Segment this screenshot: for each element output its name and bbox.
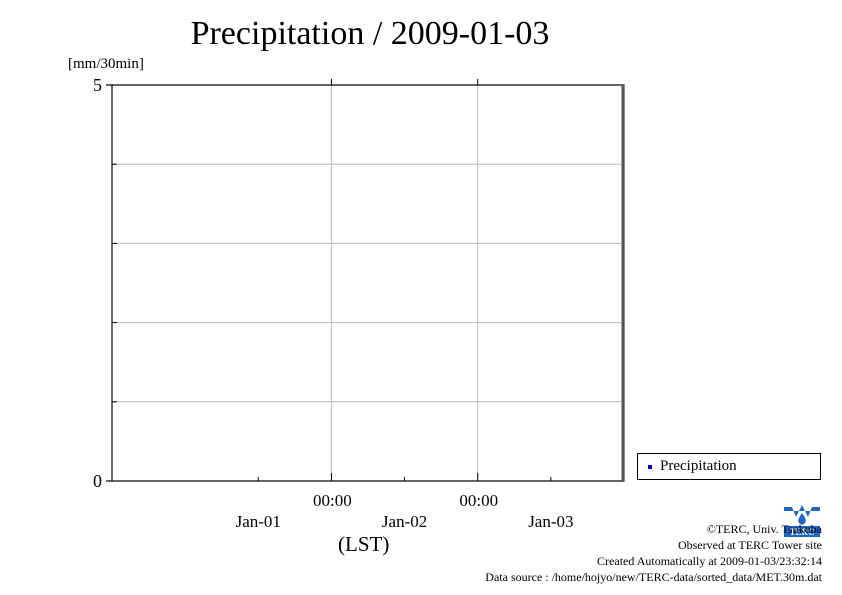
x-date-label: Jan-03 xyxy=(528,512,573,531)
copyright-text: ©TERC, Univ. Tsukuba xyxy=(706,522,822,536)
y-tick-label: 0 xyxy=(93,471,102,491)
legend-label-precipitation: Precipitation xyxy=(660,458,737,474)
plot-area xyxy=(112,85,624,481)
credits-block: ©TERC, Univ. Tsukuba Observed at TERC To… xyxy=(485,521,822,585)
created-text: Created Automatically at 2009-01-03/23:3… xyxy=(597,554,822,568)
terc-logo: TERC xyxy=(782,503,822,539)
y-tick-label: 5 xyxy=(93,75,102,95)
grid-lines xyxy=(112,85,624,481)
x-axis-unit: (LST) xyxy=(338,532,390,556)
y-axis-unit: [mm/30min] xyxy=(68,56,144,72)
logo-text: TERC xyxy=(789,527,814,537)
legend: Precipitation xyxy=(637,453,821,480)
x-axis: 00:00 00:00 Jan-01 Jan-02 Jan-03 xyxy=(236,79,574,531)
x-date-label: Jan-01 xyxy=(236,512,281,531)
y-axis: 05 xyxy=(93,75,117,491)
observed-text: Observed at TERC Tower site xyxy=(677,538,822,552)
legend-swatch-precipitation xyxy=(648,464,652,469)
source-text: Data source : /home/hojyo/new/TERC-data/… xyxy=(485,570,822,584)
chart-title: Precipitation / 2009-01-03 xyxy=(190,15,550,52)
x-time-tick-label: 00:00 xyxy=(313,491,352,510)
x-time-tick-label: 00:00 xyxy=(459,491,498,510)
x-date-label: Jan-02 xyxy=(382,512,427,531)
